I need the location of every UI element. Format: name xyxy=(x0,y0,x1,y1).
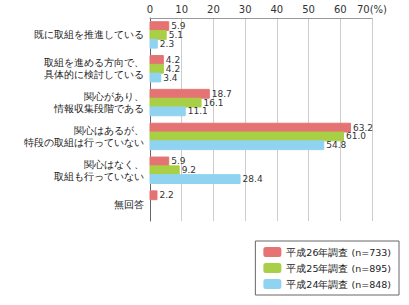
svg-text:関心はあるが、: 関心はあるが、 xyxy=(74,125,144,136)
svg-text:18.7: 18.7 xyxy=(211,88,232,99)
svg-text:4.2: 4.2 xyxy=(165,55,181,65)
svg-text:2.3: 2.3 xyxy=(160,39,174,49)
svg-text:既に取組を推進している: 既に取組を推進している xyxy=(34,29,144,40)
svg-text:2.2: 2.2 xyxy=(159,190,173,200)
svg-text:5.9: 5.9 xyxy=(171,21,186,32)
svg-text:5.1: 5.1 xyxy=(168,29,183,40)
svg-text:16.1: 16.1 xyxy=(203,97,224,108)
svg-text:0: 0 xyxy=(147,4,153,15)
svg-text:11.1: 11.1 xyxy=(188,106,208,116)
svg-text:具体的に検討している: 具体的に検討している xyxy=(44,69,144,80)
svg-text:28.4: 28.4 xyxy=(243,174,263,184)
svg-text:50: 50 xyxy=(302,4,315,15)
svg-text:取組を進める方向で、: 取組を進める方向で、 xyxy=(44,57,144,68)
svg-text:関心はなく、: 関心はなく、 xyxy=(84,159,144,170)
svg-text:54.8: 54.8 xyxy=(326,140,346,150)
svg-text:5.9: 5.9 xyxy=(171,156,186,167)
svg-text:関心があり、: 関心があり、 xyxy=(84,91,144,102)
svg-text:無回答: 無回答 xyxy=(114,199,144,210)
svg-text:平成25年調査 (n=895): 平成25年調査 (n=895) xyxy=(286,263,391,274)
svg-text:30: 30 xyxy=(239,4,252,15)
svg-text:4.2: 4.2 xyxy=(165,63,181,74)
svg-text:10: 10 xyxy=(175,4,188,15)
svg-text:63.2: 63.2 xyxy=(352,122,373,133)
svg-text:情報収集段階である: 情報収集段階である xyxy=(53,103,144,114)
svg-text:70(%): 70(%) xyxy=(357,4,387,15)
svg-text:3.4: 3.4 xyxy=(163,73,178,83)
svg-text:61.0: 61.0 xyxy=(346,131,366,141)
svg-text:20: 20 xyxy=(207,4,220,15)
svg-text:40: 40 xyxy=(270,4,283,15)
svg-text:平成26年調査 (n=733): 平成26年調査 (n=733) xyxy=(286,247,391,258)
svg-text:特段の取組は行っていない: 特段の取組は行っていない xyxy=(24,137,144,148)
svg-text:平成24年調査 (n=848): 平成24年調査 (n=848) xyxy=(286,279,391,290)
svg-text:取組も行っていない: 取組も行っていない xyxy=(54,171,144,182)
svg-text:60: 60 xyxy=(334,4,347,15)
svg-text:9.2: 9.2 xyxy=(182,165,196,175)
